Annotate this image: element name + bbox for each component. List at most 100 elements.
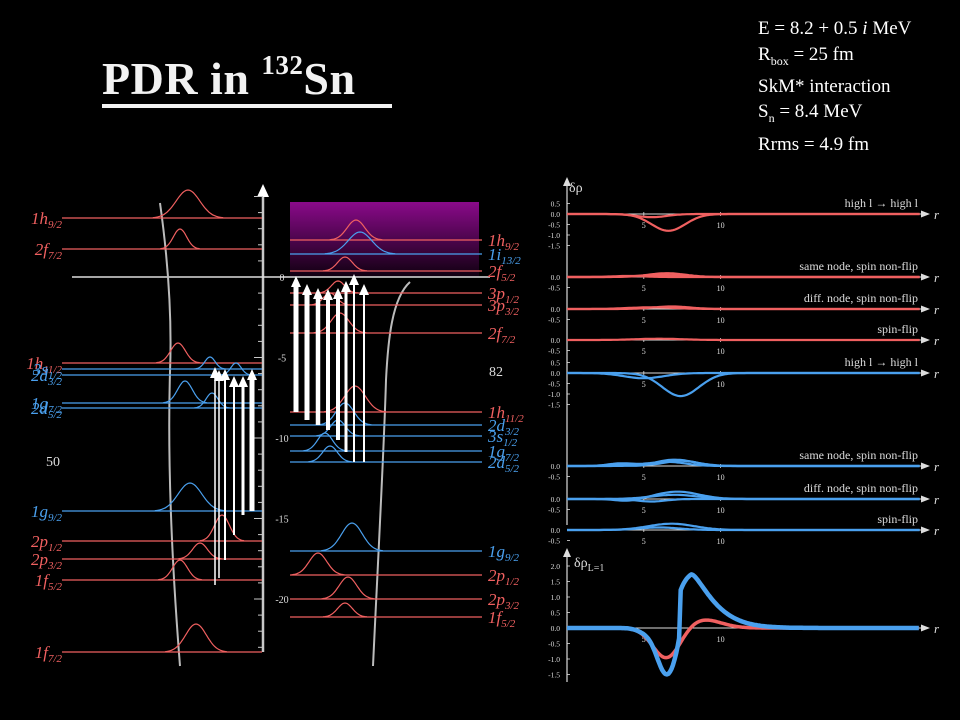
energy-tick-label: -15 — [275, 515, 288, 526]
r-axis-arrow — [921, 526, 930, 534]
proton-wavefunction — [155, 342, 201, 364]
panel-label: same node, spin non-flip — [799, 259, 918, 273]
x-tick-label: 5 — [642, 347, 646, 356]
neutron-level-label: 1h11/2 — [488, 403, 524, 425]
y-tick-label: 0.0 — [551, 210, 561, 219]
x-tick-label: 5 — [642, 537, 646, 546]
title-element: Sn — [303, 53, 356, 104]
l1-x-tick-label: 5 — [642, 635, 646, 644]
neutron-level-label: 1g7/2 — [488, 442, 520, 464]
y-tick-label: 0.0 — [551, 273, 561, 282]
x-tick-label: 5 — [642, 380, 646, 389]
slide-title: PDR in 132Sn — [102, 50, 356, 105]
proton-wavefunction — [199, 514, 245, 542]
y-tick-label: 0.0 — [551, 305, 561, 314]
excitation-arrow-head — [302, 284, 312, 295]
neutron-wavefunction — [329, 219, 383, 241]
magic-number-proton: 50 — [46, 455, 60, 470]
y-tick-label: 0.0 — [551, 369, 561, 378]
param-rrms: Rrms = 4.9 fm — [758, 133, 869, 155]
r-axis-arrow — [921, 305, 930, 313]
y-tick-label: -0.5 — [548, 221, 560, 230]
x-tick-label: 5 — [642, 284, 646, 293]
param-energy: E = 8.2 + 0.5 i MeV — [758, 18, 912, 39]
neutron-level-label: 3p1/2 — [487, 284, 520, 306]
excitation-arrow-head — [359, 284, 369, 295]
proton-wavefunction — [157, 559, 203, 581]
neutron-wavefunction — [321, 576, 375, 600]
title-underline — [102, 104, 392, 108]
x-tick-label: 5 — [642, 221, 646, 230]
proton-density-curve — [567, 337, 920, 342]
neutron-l1-curve — [566, 572, 920, 677]
proton-level-label: 1g7/2 — [31, 394, 63, 416]
neutron-level-label: 3s1/2 — [487, 427, 518, 449]
panel-label: high l → high l — [845, 355, 919, 369]
r-axis-label: r — [934, 207, 940, 222]
y-tick-label: 0.0 — [551, 526, 561, 535]
neutron-wavefunction — [318, 280, 358, 294]
proton-level-label: 2p1/2 — [31, 532, 63, 554]
panel-label: diff. node, spin non-flip — [804, 291, 918, 305]
neutron-level-label: 2f7/2 — [488, 324, 516, 346]
excitation-arrow-head — [341, 281, 351, 292]
param-sn: Sn = 8.4 MeV — [758, 101, 863, 126]
proton-potential-curve — [159, 202, 181, 667]
l1-y-tick-label: -1.5 — [548, 671, 560, 680]
magic-number-neutron: 82 — [489, 365, 503, 380]
y-tick-label: -1.5 — [548, 401, 560, 410]
proton-wavefunction — [160, 228, 200, 250]
param-interaction: SkM* interaction — [758, 75, 891, 97]
y-tick-label: -1.0 — [548, 390, 560, 399]
x-tick-label: 5 — [642, 316, 646, 325]
y-tick-label: 0.0 — [551, 495, 561, 504]
proton-density-curve — [567, 306, 920, 311]
delta-rho-label: δρ — [569, 181, 583, 196]
l1-axis-arrow — [563, 548, 571, 557]
x-tick-label: 10 — [717, 506, 725, 515]
l1-y-tick-label: 0.5 — [551, 609, 561, 618]
x-tick-label: 10 — [717, 473, 725, 482]
energy-tick-label: -10 — [275, 434, 288, 445]
proton-wavefunction — [154, 482, 226, 512]
l1-r-axis-label: r — [934, 621, 940, 636]
x-tick-label: 10 — [717, 284, 725, 293]
y-tick-label: -0.5 — [548, 537, 560, 546]
transition-density-panels: δρ0.50.0-0.5-1.0-1.50.0-0.50.0-0.50.0-0.… — [548, 177, 940, 682]
energy-axis-arrow — [257, 184, 269, 197]
y-tick-label: -1.5 — [548, 242, 560, 251]
proton-level-label: 1f7/2 — [35, 643, 63, 665]
parameter-box: E = 8.2 + 0.5 i MeV Rbox = 25 fm SkM* in… — [758, 16, 911, 157]
proton-level-label: 1g9/2 — [31, 502, 63, 524]
proton-wavefunction — [152, 189, 224, 219]
y-tick-label: 0.5 — [551, 359, 561, 368]
x-tick-label: 10 — [717, 380, 725, 389]
panel-label: high l → high l — [845, 196, 919, 210]
excitation-arrow-head — [349, 274, 359, 285]
l1-y-tick-label: -0.5 — [548, 640, 560, 649]
neutron-level-label: 2p3/2 — [488, 590, 520, 612]
l1-y-tick-label: 1.0 — [551, 593, 561, 602]
r-axis-label: r — [934, 333, 940, 348]
r-axis-arrow — [921, 336, 930, 344]
l1-x-tick-label: 10 — [717, 635, 725, 644]
r-axis-label: r — [934, 523, 940, 538]
neutron-density-curve — [567, 497, 920, 503]
y-tick-label: -1.0 — [548, 231, 560, 240]
proton-density-curve — [567, 274, 920, 279]
neutron-density-curve — [567, 460, 920, 468]
neutron-wavefunction — [322, 602, 368, 618]
title-mass-number: 132 — [261, 50, 304, 80]
param-rbox: Rbox = 25 fm — [758, 43, 854, 68]
neutron-wavefunction — [302, 432, 348, 452]
density-axis-arrow — [563, 177, 571, 186]
delta-rho-l1-label: δρL=1 — [574, 556, 604, 574]
r-axis-arrow — [921, 273, 930, 281]
proton-level-label: 1h11/2 — [26, 354, 62, 376]
l1-y-tick-label: 0.0 — [551, 624, 561, 633]
proton-level-label: 2d5/2 — [31, 399, 63, 421]
r-axis-arrow — [921, 210, 930, 218]
excitation-arrow-head — [229, 376, 239, 387]
neutron-wavefunction — [307, 445, 353, 463]
x-tick-label: 10 — [717, 316, 725, 325]
